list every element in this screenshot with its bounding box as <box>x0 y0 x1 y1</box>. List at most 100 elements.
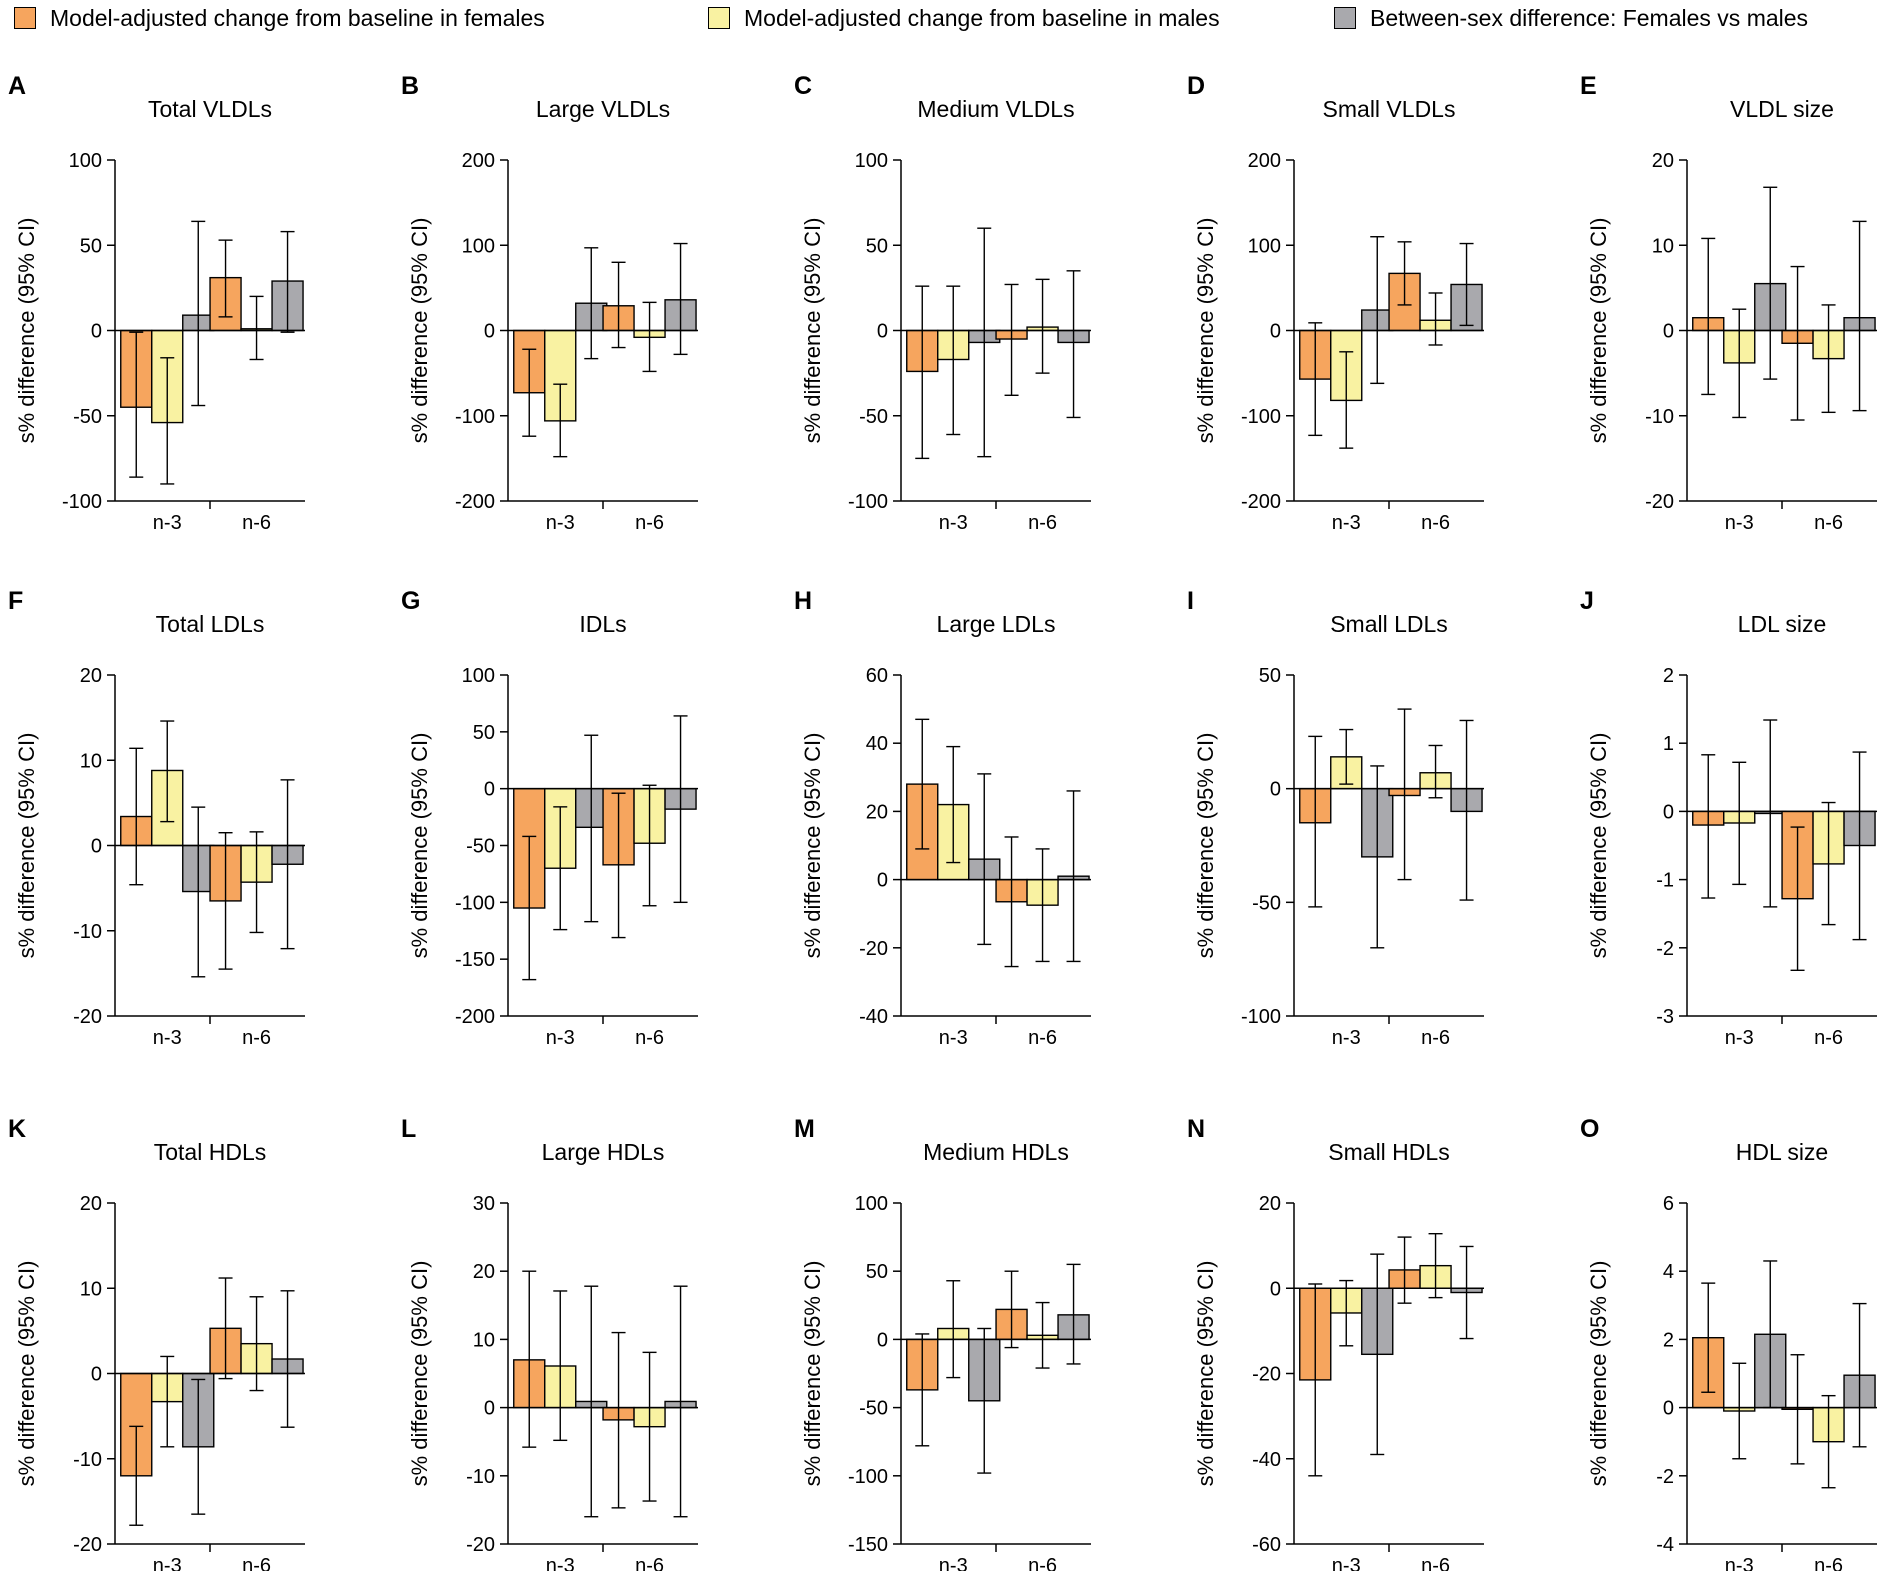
y-tick-label: 100 <box>462 235 495 257</box>
panel-letter: N <box>1187 1115 1205 1143</box>
x-tick-label: n-3 <box>939 1027 968 1049</box>
y-tick-label: 0 <box>1663 1398 1674 1420</box>
x-tick-label: n-6 <box>1421 1027 1450 1049</box>
x-tick-label: n-3 <box>546 512 575 534</box>
y-tick-label: -50 <box>1252 892 1281 914</box>
y-tick-label: -60 <box>1252 1534 1281 1556</box>
panel-title: Large LDLs <box>937 611 1056 637</box>
panel-title: Small HDLs <box>1328 1139 1449 1165</box>
y-axis-label: s% difference (95% CI) <box>1586 218 1611 444</box>
y-tick-label: -150 <box>455 949 495 971</box>
y-tick-label: 60 <box>866 665 888 687</box>
legend-item-males: Model-adjusted change from baseline in m… <box>708 4 1220 32</box>
y-tick-label: 0 <box>877 1329 888 1351</box>
y-tick-label: -100 <box>848 491 888 513</box>
panel-letter: F <box>8 587 23 615</box>
y-tick-label: -200 <box>455 1006 495 1028</box>
x-tick-label: n-6 <box>1814 1555 1843 1571</box>
panel-letter: A <box>8 72 26 100</box>
panel-g: G IDLs s% difference (95% CI) -200 -150 -100 -… <box>401 587 698 1049</box>
panel-e: E VLDL size s% difference (95% CI) -20 -10 0 1… <box>1580 72 1877 534</box>
y-tick-label: -10 <box>73 1449 102 1471</box>
panel-title: Large HDLs <box>542 1139 665 1165</box>
y-tick-label: 20 <box>1652 150 1674 172</box>
x-tick-label: n-3 <box>939 512 968 534</box>
y-tick-label: -200 <box>455 491 495 513</box>
panel-j: J LDL size s% difference (95% CI) -3 -2 -1 0 1 2… <box>1580 587 1877 1049</box>
y-tick-label: -2 <box>1656 938 1674 960</box>
y-tick-label: 0 <box>877 321 888 343</box>
panel-h: H Large LDLs s% difference (95% CI) -40 -20 0… <box>794 587 1091 1049</box>
x-tick-label: n-3 <box>1725 1555 1754 1571</box>
y-tick-label: 1 <box>1663 733 1674 755</box>
y-tick-label: -10 <box>1645 406 1674 428</box>
x-tick-label: n-3 <box>939 1555 968 1571</box>
x-tick-label: n-3 <box>153 512 182 534</box>
y-tick-label: 10 <box>473 1329 495 1351</box>
y-axis-label: s% difference (95% CI) <box>407 1261 432 1487</box>
y-tick-label: -20 <box>859 938 888 960</box>
y-tick-label: -100 <box>1241 406 1281 428</box>
y-tick-label: 20 <box>473 1261 495 1283</box>
y-tick-label: 20 <box>80 1193 102 1215</box>
y-tick-label: -20 <box>1252 1364 1281 1386</box>
x-tick-label: n-3 <box>1332 512 1361 534</box>
x-tick-label: n-6 <box>1421 512 1450 534</box>
x-tick-label: n-3 <box>1332 1027 1361 1049</box>
panel-letter: B <box>401 72 419 100</box>
y-tick-label: -40 <box>859 1006 888 1028</box>
y-tick-label: 0 <box>1663 321 1674 343</box>
x-tick-label: n-6 <box>1028 1555 1057 1571</box>
y-tick-label: -3 <box>1656 1006 1674 1028</box>
x-tick-label: n-6 <box>242 512 271 534</box>
x-tick-label: n-3 <box>1725 512 1754 534</box>
x-tick-label: n-3 <box>546 1027 575 1049</box>
panel-title: Large VLDLs <box>536 96 670 122</box>
panel-title: Total HDLs <box>154 1139 266 1165</box>
x-tick-label: n-3 <box>546 1555 575 1571</box>
panel-letter: C <box>794 72 812 100</box>
panel-title: Small LDLs <box>1330 611 1448 637</box>
y-axis-label: s% difference (95% CI) <box>1193 218 1218 444</box>
y-tick-label: 50 <box>1259 665 1281 687</box>
panel-title: Small VLDLs <box>1323 96 1456 122</box>
y-axis-label: s% difference (95% CI) <box>407 733 432 959</box>
y-tick-label: -4 <box>1656 1534 1674 1556</box>
y-tick-label: 40 <box>866 733 888 755</box>
y-tick-label: -20 <box>1645 491 1674 513</box>
y-tick-label: -100 <box>455 406 495 428</box>
x-tick-label: n-6 <box>242 1555 271 1571</box>
y-axis-label: s% difference (95% CI) <box>800 1261 825 1487</box>
y-axis-label: s% difference (95% CI) <box>14 733 39 959</box>
y-axis-label: s% difference (95% CI) <box>14 218 39 444</box>
x-tick-label: n-3 <box>153 1027 182 1049</box>
y-tick-label: 6 <box>1663 1193 1674 1215</box>
y-tick-label: 10 <box>80 750 102 772</box>
y-tick-label: 100 <box>69 150 102 172</box>
x-tick-label: n-3 <box>153 1555 182 1571</box>
y-tick-label: 0 <box>91 1364 102 1386</box>
x-tick-label: n-6 <box>1028 512 1057 534</box>
panel-n: N Small HDLs s% difference (95% CI) -60 -40 -… <box>1187 1115 1484 1571</box>
y-axis-label: s% difference (95% CI) <box>1193 733 1218 959</box>
y-tick-label: 2 <box>1663 665 1674 687</box>
x-tick-label: n-3 <box>1332 1555 1361 1571</box>
y-tick-label: 10 <box>1652 235 1674 257</box>
panel-letter: E <box>1580 72 1597 100</box>
y-tick-label: 0 <box>1270 1278 1281 1300</box>
y-axis-label: s% difference (95% CI) <box>1586 1261 1611 1487</box>
y-tick-label: 0 <box>91 321 102 343</box>
y-tick-label: 0 <box>484 321 495 343</box>
y-tick-label: -20 <box>73 1006 102 1028</box>
y-tick-label: 200 <box>1248 150 1281 172</box>
y-tick-label: 0 <box>877 870 888 892</box>
y-tick-label: -10 <box>73 921 102 943</box>
legend-item-diff: Between-sex difference: Females vs males <box>1334 4 1808 32</box>
y-tick-label: -100 <box>455 892 495 914</box>
y-tick-label: 2 <box>1663 1329 1674 1351</box>
panel-b: B Large VLDLs s% difference (95% CI) -200 -1… <box>401 72 698 534</box>
panel-title: HDL size <box>1736 1139 1828 1165</box>
x-tick-label: n-6 <box>1421 1555 1450 1571</box>
y-tick-label: 0 <box>484 1398 495 1420</box>
